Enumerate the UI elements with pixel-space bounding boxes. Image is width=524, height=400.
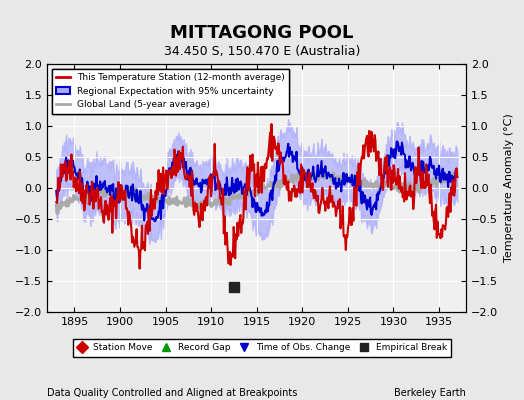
Text: Data Quality Controlled and Aligned at Breakpoints: Data Quality Controlled and Aligned at B…: [47, 388, 298, 398]
Text: MITTAGONG POOL: MITTAGONG POOL: [170, 24, 354, 42]
Legend: Station Move, Record Gap, Time of Obs. Change, Empirical Break: Station Move, Record Gap, Time of Obs. C…: [73, 339, 451, 357]
Text: 34.450 S, 150.470 E (Australia): 34.450 S, 150.470 E (Australia): [164, 45, 360, 58]
Legend: This Temperature Station (12-month average), Regional Expectation with 95% uncer: This Temperature Station (12-month avera…: [52, 68, 289, 114]
Y-axis label: Temperature Anomaly (°C): Temperature Anomaly (°C): [504, 114, 514, 262]
Text: Berkeley Earth: Berkeley Earth: [395, 388, 466, 398]
